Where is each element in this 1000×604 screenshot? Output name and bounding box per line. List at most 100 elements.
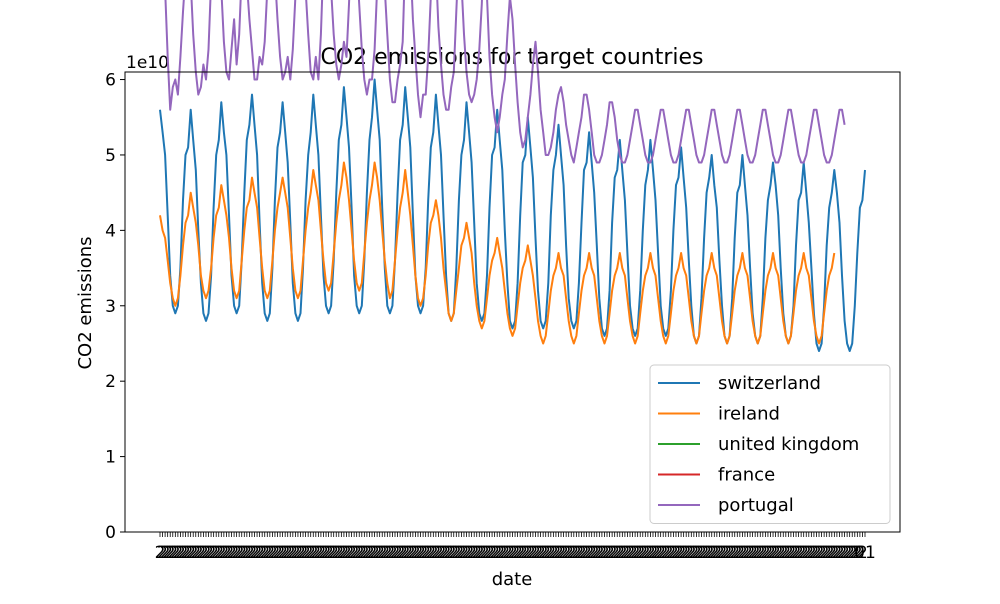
x-tick-label: 2: [556, 543, 567, 563]
x-tick-label: 2: [686, 543, 697, 563]
x-tick-label: 2: [351, 543, 362, 563]
x-tick-label: 2: [760, 543, 771, 563]
x-tick-label: 2: [257, 543, 268, 563]
x-tick-label: 2: [627, 543, 638, 563]
x-tick-label: 2: [798, 543, 809, 563]
x-tick-label: 2: [637, 543, 648, 563]
x-tick-label: 2: [515, 543, 526, 563]
x-tick-label: 2: [157, 543, 168, 563]
x-tick-label: 2: [369, 543, 380, 563]
x-tick-label: 2: [586, 543, 597, 563]
x-tick-label: 2: [162, 543, 173, 563]
x-tick-label: 2: [244, 543, 255, 563]
x-tick-label: 2: [272, 543, 283, 563]
x-tick-label: 2: [617, 543, 628, 563]
legend-label-france: france: [718, 465, 775, 486]
x-tick-label: 2: [390, 543, 401, 563]
x-tick-label: 2: [356, 543, 367, 563]
x-tick-label: 2: [589, 543, 600, 563]
x-tick-label: 2: [428, 543, 439, 563]
x-tick-label: 2: [425, 543, 436, 563]
x-tick-label: 2: [816, 543, 827, 563]
x-tick-label: 2: [479, 543, 490, 563]
x-tick-label: 2: [563, 543, 574, 563]
x-tick-label: 2: [395, 543, 406, 563]
x-tick-label: 2: [630, 543, 641, 563]
x-tick-label: 2: [170, 543, 181, 563]
x-tick-label: 2: [584, 543, 595, 563]
x-tick-label: 2: [218, 543, 229, 563]
chart-legend: switzerland ireland united kingdom france po…: [649, 364, 891, 524]
x-axis-label: date: [492, 569, 533, 590]
x-tick-label: 2: [770, 543, 781, 563]
x-tick-label: 2: [568, 543, 579, 563]
x-tick-label: 2: [829, 543, 840, 563]
x-tick-label: 2: [512, 543, 523, 563]
x-tick-label: 2: [653, 543, 664, 563]
x-tick-label: 2: [775, 543, 786, 563]
x-tick-label: 2: [418, 543, 429, 563]
x-tick-label: 2: [571, 543, 582, 563]
x-tick-label: 2: [275, 543, 286, 563]
y-tick-label: 6: [105, 71, 116, 91]
x-tick-label: 2: [387, 543, 398, 563]
x-tick-label: 2: [742, 543, 753, 563]
x-tick-label: 2: [655, 543, 666, 563]
y-tick-label: 5: [105, 146, 116, 166]
x-tick-label: 2: [522, 543, 533, 563]
x-tick-label: 2: [706, 543, 717, 563]
x-tick-label: 2: [407, 543, 418, 563]
x-tick-label: 2: [650, 543, 661, 563]
x-tick-label: 2: [300, 543, 311, 563]
x-tick-label: 2: [492, 543, 503, 563]
x-tick-label: 2: [645, 543, 656, 563]
y-tick-label: 1: [105, 448, 116, 468]
x-tick-label: 2: [270, 543, 281, 563]
x-tick-label: 2: [236, 543, 247, 563]
x-tick-label: 2: [382, 543, 393, 563]
x-tick-label: 2: [683, 543, 694, 563]
x-tick-label: 2: [423, 543, 434, 563]
x-tick-label: 2: [430, 543, 441, 563]
legend-label-united-kingdom: united kingdom: [718, 434, 859, 455]
x-tick-label: 2: [239, 543, 250, 563]
x-tick-label: 2: [622, 543, 633, 563]
x-tick-label: 2: [295, 543, 306, 563]
x-tick-label: 2: [535, 543, 546, 563]
x-tick-label: 2: [433, 543, 444, 563]
x-tick-label: 2: [801, 543, 812, 563]
x-tick-label: 2: [591, 543, 602, 563]
x-tick-label: 2: [448, 543, 459, 563]
x-tick-label: 2: [305, 543, 316, 563]
x-tick-label: 2: [211, 543, 222, 563]
x-tick-label: 2: [517, 543, 528, 563]
x-tick-label: 2: [719, 543, 730, 563]
x-tick-label: 2: [494, 543, 505, 563]
x-tick-label: 2: [346, 543, 357, 563]
x-tick-label: 2: [285, 543, 296, 563]
x-tick-label: 2: [241, 543, 252, 563]
x-tick-label: 2: [681, 543, 692, 563]
x-tick-label: 2: [471, 543, 482, 563]
x-tick-label: 2: [497, 543, 508, 563]
x-tick-label: 2: [293, 543, 304, 563]
x-tick-label: 2: [837, 543, 848, 563]
x-tick-label: 2: [451, 543, 462, 563]
x-tick-label: 2: [665, 543, 676, 563]
x-tick-label: 2: [709, 543, 720, 563]
y-tick-label: 3: [105, 297, 116, 317]
x-tick-label: 2: [172, 543, 183, 563]
x-tick-label: 2: [183, 543, 194, 563]
x-tick-label: 2: [752, 543, 763, 563]
x-tick-label: 2: [704, 543, 715, 563]
x-tick-label: 2: [819, 543, 830, 563]
x-tick-label: 2: [579, 543, 590, 563]
x-tick-label: 2: [354, 543, 365, 563]
x-tick-label: 2: [453, 543, 464, 563]
x-tick-label: 2: [632, 543, 643, 563]
x-tick-label: 2: [844, 543, 855, 563]
x-tick-label: 2: [331, 543, 342, 563]
x-tick-label: 2: [224, 543, 235, 563]
x-tick-label: 2: [826, 543, 837, 563]
x-tick-label: 2: [333, 543, 344, 563]
